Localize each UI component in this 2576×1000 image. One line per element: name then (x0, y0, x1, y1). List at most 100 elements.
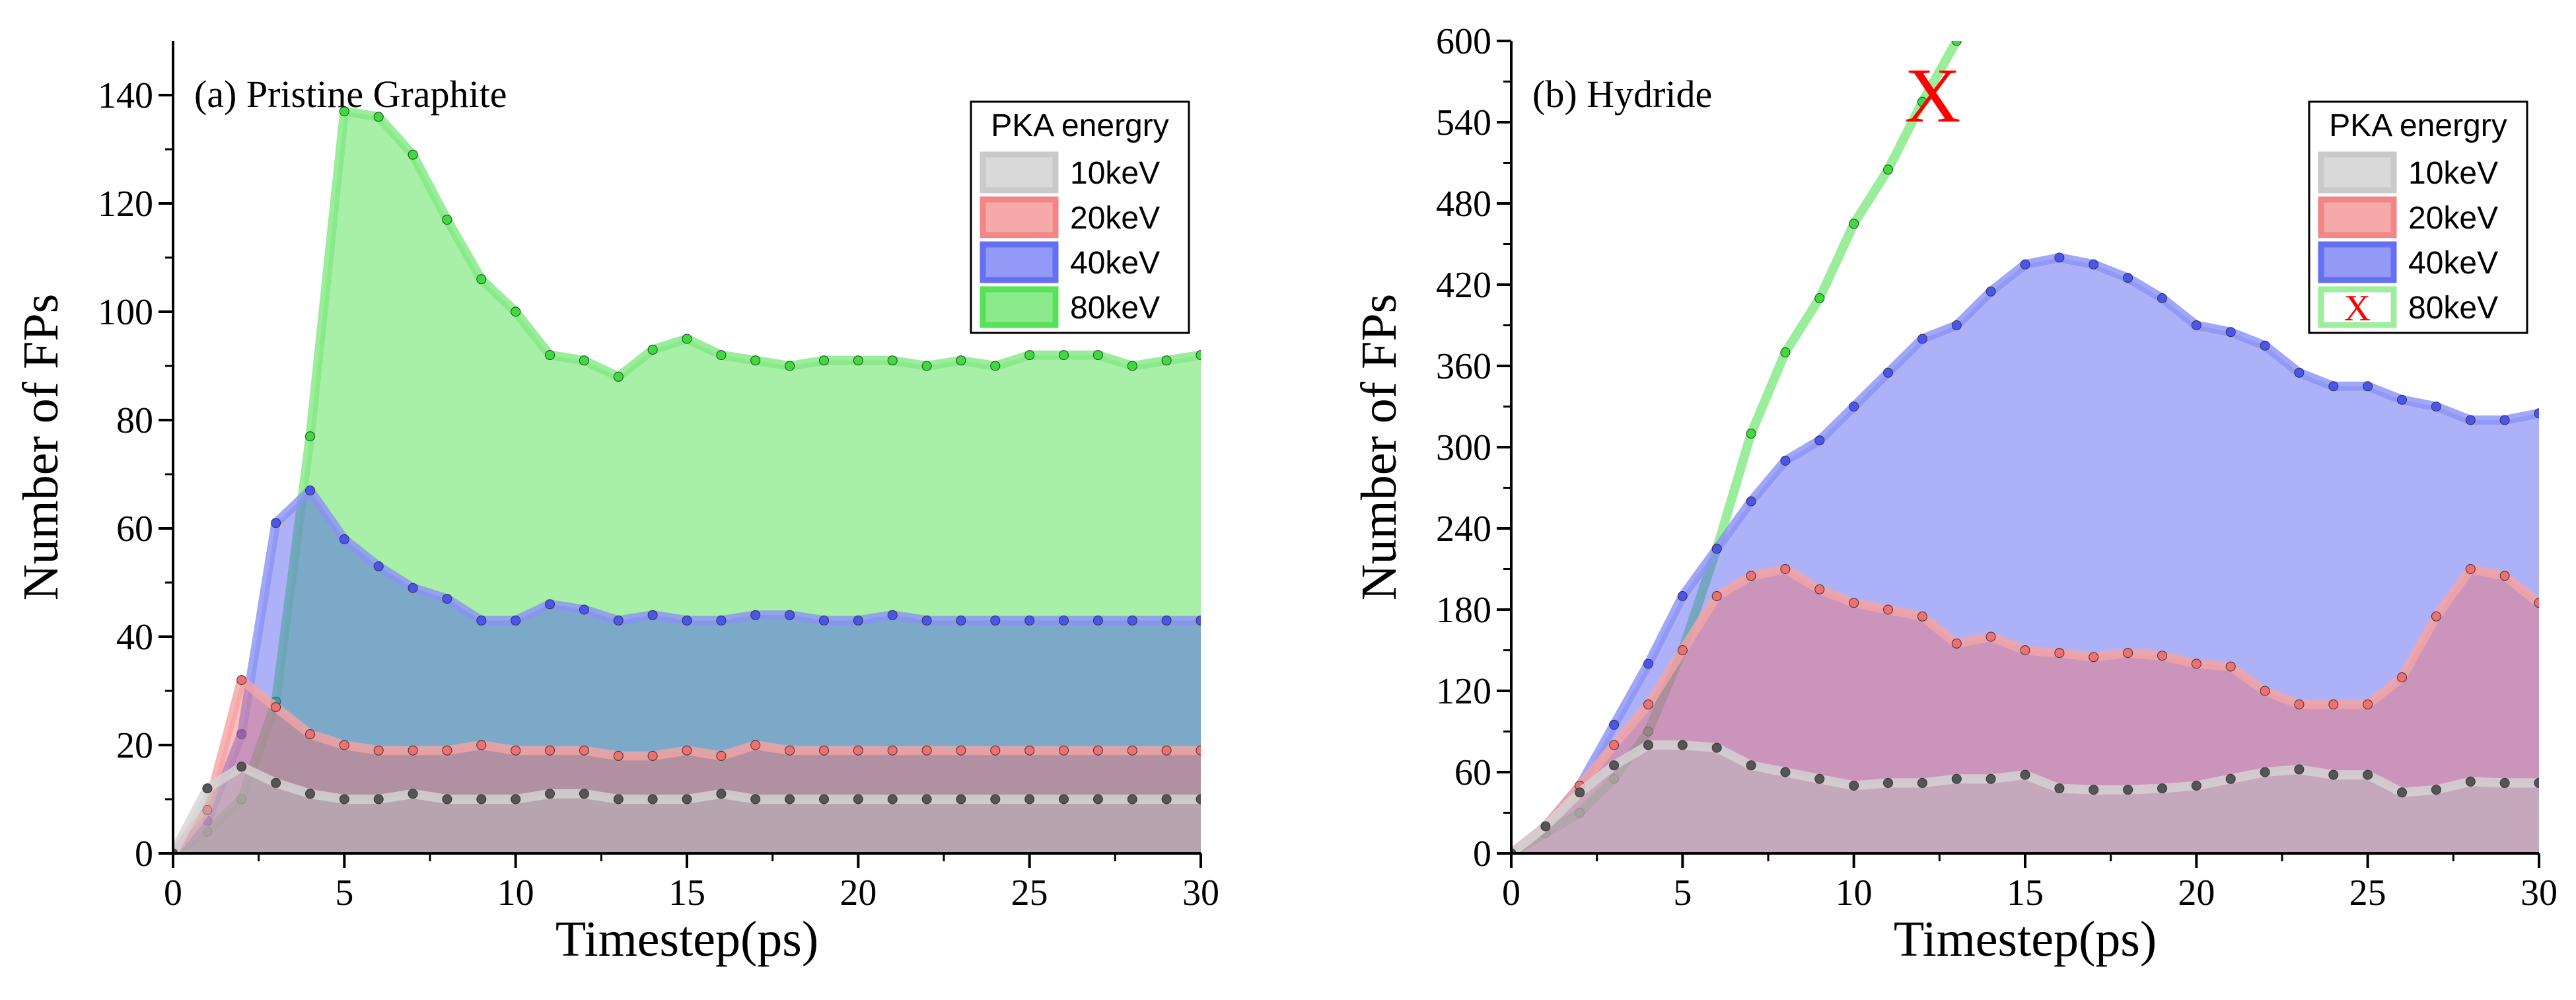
series-40keV-point-28 (1127, 615, 1137, 625)
series-10keV-point-14 (1986, 773, 1996, 784)
series-80keV-point-25 (1024, 350, 1035, 361)
series-40keV-point-19 (819, 615, 829, 625)
series-80keV-point-22 (921, 361, 932, 371)
y-axis-title: Number of FPs (1351, 294, 1407, 600)
series-40keV-point-12 (1917, 334, 1927, 344)
series-20keV-point-16 (2054, 648, 2065, 659)
series-20keV-point-9 (476, 740, 487, 750)
series-20keV-point-12 (1917, 611, 1927, 622)
offscale-annotation: X (1904, 52, 1960, 139)
series-10keV-point-11 (1883, 777, 1893, 788)
legend-label-80keV: 80keV (2408, 291, 2498, 326)
x-tick-label: 0 (1502, 873, 1521, 913)
x-tick-label: 20 (2178, 873, 2215, 913)
legend-swatch-40keV (980, 241, 1059, 283)
plot-area (1511, 41, 2539, 853)
y-tick-label: 300 (1436, 427, 1491, 468)
legend-marker-x: X (2344, 288, 2371, 329)
series-20keV-point-24 (2328, 699, 2339, 709)
series-10keV-point-23 (2294, 764, 2305, 775)
series-10keV-point-19 (819, 794, 829, 804)
series-80keV-point-14 (647, 344, 658, 355)
panel-label: (a) Pristine Graphite (194, 73, 507, 116)
series-80keV-point-29 (1161, 355, 1172, 366)
legend-label-10keV: 10keV (1070, 156, 1160, 191)
series-40keV-point-3 (271, 518, 281, 528)
series-20keV-point-5 (1677, 645, 1688, 655)
series-40keV-point-8 (1780, 456, 1791, 466)
series-40keV-point-17 (750, 610, 761, 620)
x-tick-label: 20 (840, 873, 877, 913)
y-tick-label: 180 (1436, 590, 1491, 631)
series-80keV-point-28 (1127, 361, 1137, 371)
series-40keV-point-7 (408, 583, 418, 593)
series-20keV-point-18 (2123, 648, 2133, 659)
series-10keV-point-27 (2431, 785, 2441, 795)
series-80keV-area (173, 111, 1201, 853)
series-40keV-point-20 (853, 615, 863, 625)
series-40keV-point-19 (2157, 293, 2167, 303)
series-20keV-point-11 (1883, 604, 1893, 615)
series-20keV-point-20 (2191, 659, 2201, 669)
series-20keV-point-19 (2157, 651, 2167, 661)
y-tick-label: 120 (1436, 671, 1491, 712)
series-10keV-point-29 (1161, 794, 1172, 804)
series-10keV-point-8 (1780, 767, 1791, 777)
series-80keV-point-4 (1643, 727, 1653, 736)
series-10keV-point-7 (408, 789, 418, 799)
series-40keV-point-18 (785, 610, 795, 620)
series-20keV-point-14 (1986, 631, 1996, 642)
series-20keV-point-12 (579, 745, 589, 756)
legend-swatch-40keV (2318, 241, 2397, 283)
series-10keV-point-5 (339, 794, 349, 804)
series-80keV-point-23 (956, 355, 966, 366)
series-10keV-point-13 (613, 794, 624, 804)
plot-area (173, 106, 1201, 853)
series-10keV-point-30 (1196, 794, 1201, 804)
series-10keV-point-18 (785, 794, 795, 804)
series-20keV-point-10 (1849, 598, 1859, 608)
series-20keV-point-3 (1609, 740, 1620, 750)
legend-swatch-80keV (980, 286, 1059, 328)
series-20keV-point-10 (511, 745, 521, 756)
series-10keV-point-28 (1127, 794, 1137, 804)
legend-swatch-10keV (2318, 151, 2397, 194)
series-20keV-point-17 (2089, 652, 2099, 662)
series-10keV-point-10 (1849, 781, 1859, 791)
series-20keV-point-18 (785, 745, 795, 756)
series-40keV-point-18 (2123, 273, 2133, 283)
series-80keV-point-3 (1609, 773, 1620, 784)
series-20keV-point-30 (1196, 745, 1201, 756)
series-80keV-point-17 (750, 355, 761, 366)
series-40keV-point-27 (2431, 402, 2441, 411)
series-10keV-point-20 (2191, 781, 2201, 791)
series-80keV-point-16 (716, 350, 727, 361)
series-80keV-point-13 (613, 371, 624, 382)
series-10keV-point-2 (236, 762, 247, 772)
series-80keV-point-7 (1746, 429, 1756, 439)
series-10keV-point-3 (271, 777, 281, 788)
series-80keV-point-21 (887, 355, 898, 366)
series-10keV-point-16 (716, 789, 727, 799)
series-80keV-point-30 (1196, 350, 1201, 361)
y-tick-label: 140 (98, 75, 153, 116)
series-80keV-point-10 (511, 306, 521, 317)
series-20keV-point-11 (545, 745, 555, 756)
series-20keV-point-27 (1092, 745, 1103, 756)
x-axis-title: Timestep(ps) (1894, 911, 2157, 967)
series-40keV-point-11 (545, 599, 555, 610)
series-10keV-point-30 (2534, 777, 2539, 788)
series-10keV-point-21 (887, 794, 898, 804)
series-80keV-point-5 (339, 106, 349, 117)
chart-panel-b: 0 5 10 15 20 25 300601201802403003604204805406… (1351, 21, 2558, 967)
series-20keV-point-7 (1746, 571, 1756, 581)
series-40keV-point-21 (2225, 327, 2236, 338)
series-10keV-point-6 (1711, 742, 1722, 753)
series-80keV-point-12 (1917, 96, 1927, 107)
legend-swatch-20keV (980, 196, 1059, 238)
series-80keV-point-8 (442, 215, 452, 225)
series-80keV-point-10 (1849, 219, 1859, 229)
x-tick-label: 0 (164, 873, 182, 913)
y-tick-label: 600 (1436, 21, 1491, 62)
series-80keV-point-13 (1951, 41, 1962, 46)
